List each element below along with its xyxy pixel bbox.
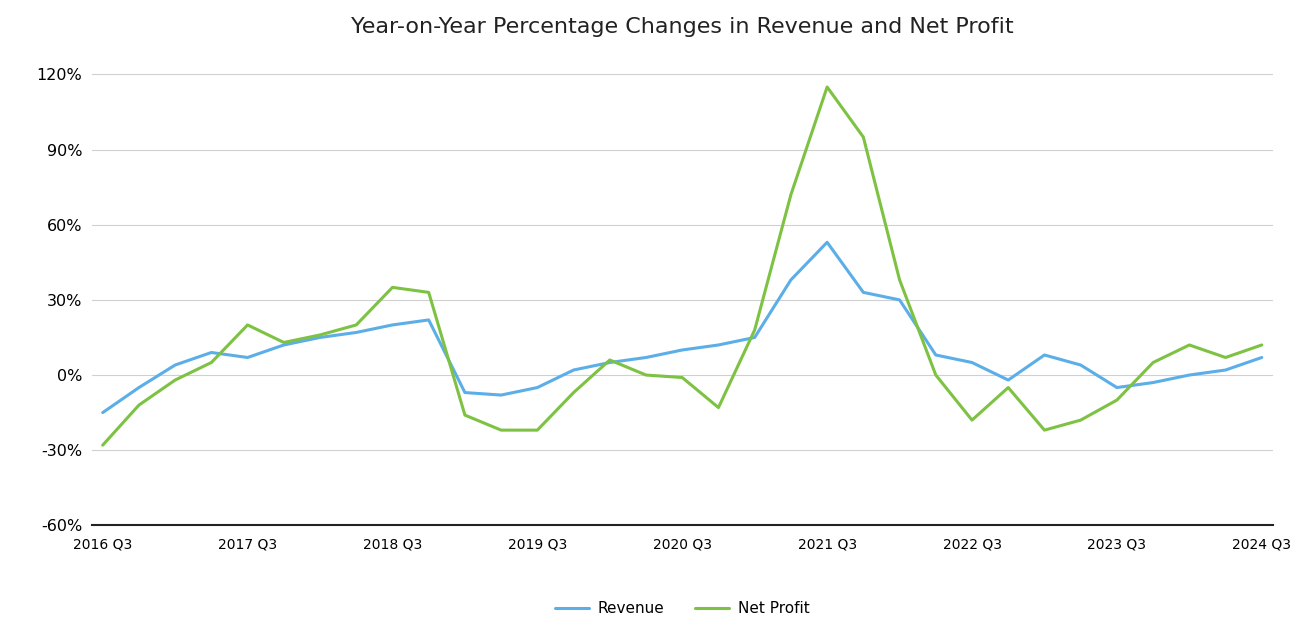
Legend: Revenue, Net Profit: Revenue, Net Profit [548, 595, 816, 618]
Revenue [1254, 353, 1270, 361]
Net Profit [457, 412, 472, 419]
Revenue [167, 362, 182, 369]
Revenue [928, 351, 943, 358]
Net Profit [1254, 341, 1270, 349]
Net Profit [94, 441, 110, 449]
Net Profit [783, 191, 799, 198]
Revenue [94, 409, 110, 417]
Net Profit [167, 376, 182, 384]
Revenue [783, 276, 799, 284]
Net Profit [1182, 341, 1198, 349]
Revenue [1000, 376, 1015, 384]
Net Profit [1073, 417, 1089, 424]
Net Profit [1145, 359, 1161, 366]
Revenue [638, 353, 653, 361]
Net Profit [964, 417, 980, 424]
Revenue [530, 384, 546, 391]
Revenue [421, 316, 437, 324]
Revenue [964, 359, 980, 366]
Net Profit [928, 371, 943, 379]
Net Profit [131, 401, 147, 408]
Revenue [349, 329, 365, 336]
Revenue [1218, 366, 1233, 374]
Net Profit [638, 371, 653, 379]
Net Profit [819, 83, 834, 91]
Revenue [1182, 371, 1198, 379]
Revenue [131, 384, 147, 391]
Net Profit [384, 284, 400, 291]
Net Profit [240, 321, 256, 329]
Revenue [1145, 379, 1161, 386]
Net Profit [203, 359, 219, 366]
Revenue [1073, 362, 1089, 369]
Net Profit [421, 289, 437, 296]
Revenue [457, 389, 472, 396]
Revenue [493, 391, 509, 399]
Net Profit [312, 331, 328, 339]
Net Profit [674, 374, 690, 381]
Net Profit [1218, 353, 1233, 361]
Revenue [674, 346, 690, 353]
Line: Revenue: Revenue [102, 242, 1262, 413]
Revenue [1109, 384, 1124, 391]
Net Profit [602, 357, 618, 364]
Revenue [711, 341, 727, 349]
Net Profit [1000, 384, 1015, 391]
Net Profit [565, 389, 581, 396]
Line: Net Profit: Net Profit [102, 87, 1262, 445]
Net Profit [1109, 396, 1124, 404]
Revenue [819, 239, 834, 246]
Revenue [312, 334, 328, 341]
Revenue [892, 296, 908, 303]
Revenue [855, 289, 871, 296]
Net Profit [855, 133, 871, 141]
Net Profit [711, 404, 727, 412]
Revenue [203, 349, 219, 356]
Revenue [276, 341, 291, 349]
Title: Year-on-Year Percentage Changes in Revenue and Net Profit: Year-on-Year Percentage Changes in Reven… [350, 17, 1014, 37]
Net Profit [747, 326, 762, 334]
Revenue [1036, 351, 1052, 358]
Revenue [384, 321, 400, 329]
Net Profit [1036, 426, 1052, 434]
Net Profit [530, 426, 546, 434]
Revenue [565, 366, 581, 374]
Revenue [602, 359, 618, 366]
Revenue [747, 334, 762, 341]
Net Profit [349, 321, 365, 329]
Net Profit [892, 276, 908, 284]
Revenue [240, 353, 256, 361]
Net Profit [493, 426, 509, 434]
Net Profit [276, 339, 291, 346]
